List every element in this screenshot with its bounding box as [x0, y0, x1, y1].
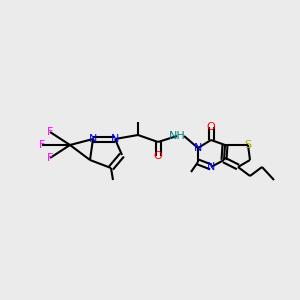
Text: N: N [207, 162, 215, 172]
Text: NH: NH [169, 131, 185, 141]
Text: F: F [39, 140, 45, 150]
Text: N: N [111, 134, 119, 144]
Text: N: N [89, 134, 97, 144]
Text: O: O [207, 122, 215, 132]
Text: F: F [47, 153, 53, 163]
Text: O: O [154, 151, 162, 161]
Text: N: N [194, 143, 202, 153]
Text: F: F [47, 127, 53, 137]
Text: S: S [244, 140, 252, 150]
